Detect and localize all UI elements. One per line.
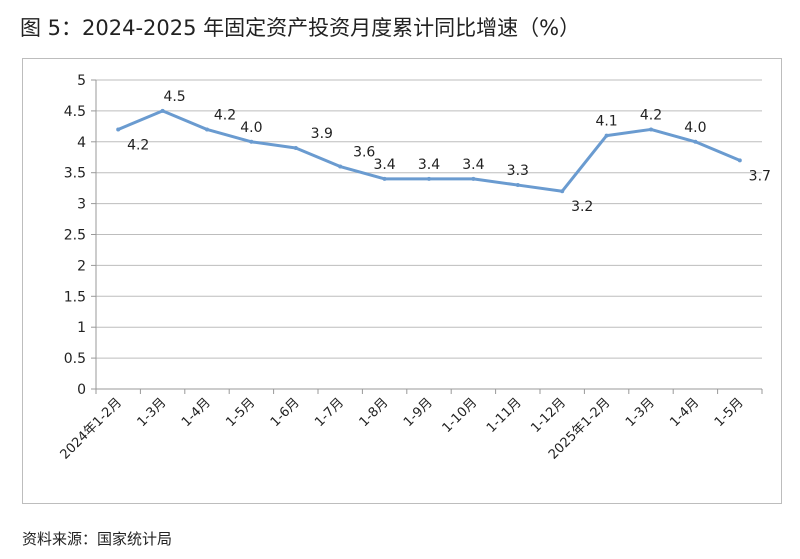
y-tick-label: 0 bbox=[77, 382, 86, 398]
data-label: 3.2 bbox=[571, 199, 593, 215]
x-tick-label: 1-7月 bbox=[312, 395, 347, 430]
y-tick-label: 1.5 bbox=[64, 289, 86, 305]
x-tick-label: 1-4月 bbox=[667, 395, 702, 430]
x-tick-label: 1-4月 bbox=[179, 395, 214, 430]
x-tick-label: 1-9月 bbox=[401, 395, 436, 430]
data-label: 4.0 bbox=[684, 120, 706, 136]
data-point bbox=[693, 139, 698, 144]
data-label: 4.2 bbox=[640, 107, 662, 123]
data-point bbox=[293, 145, 298, 150]
data-label: 3.6 bbox=[353, 145, 375, 161]
data-point bbox=[604, 133, 609, 138]
data-point bbox=[515, 183, 520, 188]
data-point bbox=[560, 189, 565, 194]
y-tick-label: 5 bbox=[77, 73, 86, 89]
chart-title: 图 5：2024-2025 年固定资产投资月度累计同比增速（%） bbox=[20, 16, 581, 40]
data-label: 3.3 bbox=[507, 163, 529, 179]
data-point bbox=[205, 127, 209, 132]
chart-frame bbox=[22, 58, 782, 504]
x-tick-label: 1-6月 bbox=[268, 395, 303, 430]
data-label: 3.4 bbox=[418, 157, 440, 173]
x-tick-label: 1-11月 bbox=[484, 395, 525, 436]
data-label: 4.0 bbox=[240, 120, 262, 136]
data-point bbox=[649, 127, 653, 132]
y-tick-label: 0.5 bbox=[64, 351, 86, 367]
x-tick-label: 2024年1-2月 bbox=[58, 395, 125, 462]
data-point bbox=[116, 127, 121, 132]
y-tick-label: 3.5 bbox=[64, 166, 86, 182]
y-tick-label: 4 bbox=[77, 135, 86, 151]
data-label: 3.4 bbox=[462, 157, 484, 173]
x-tick-label: 1-5月 bbox=[712, 395, 747, 430]
y-tick-label: 1 bbox=[77, 320, 86, 336]
data-label: 3.7 bbox=[749, 168, 771, 184]
data-point bbox=[382, 176, 387, 181]
data-point bbox=[249, 139, 254, 144]
y-tick-label: 3 bbox=[77, 197, 86, 213]
data-label: 4.2 bbox=[214, 107, 236, 123]
source-note: 资料来源：国家统计局 bbox=[22, 530, 173, 548]
data-point bbox=[160, 108, 165, 113]
y-tick-label: 4.5 bbox=[64, 104, 86, 120]
data-point bbox=[737, 158, 742, 163]
data-point bbox=[427, 176, 431, 181]
data-label: 4.5 bbox=[163, 89, 185, 105]
data-point bbox=[338, 164, 343, 169]
x-tick-label: 1-8月 bbox=[357, 395, 392, 430]
y-tick-label: 2 bbox=[77, 258, 86, 274]
x-tick-label: 1-10月 bbox=[440, 395, 481, 436]
data-label: 3.9 bbox=[311, 126, 333, 142]
x-tick-label: 1-3月 bbox=[623, 395, 658, 430]
x-tick-label: 1-12月 bbox=[528, 395, 569, 436]
y-tick-label: 2.5 bbox=[64, 228, 86, 244]
x-tick-label: 1-3月 bbox=[135, 395, 170, 430]
data-label: 3.4 bbox=[373, 157, 395, 173]
x-tick-label: 1-5月 bbox=[223, 395, 258, 430]
data-point bbox=[471, 176, 476, 181]
data-label: 4.2 bbox=[127, 137, 149, 153]
data-label: 4.1 bbox=[595, 114, 617, 130]
